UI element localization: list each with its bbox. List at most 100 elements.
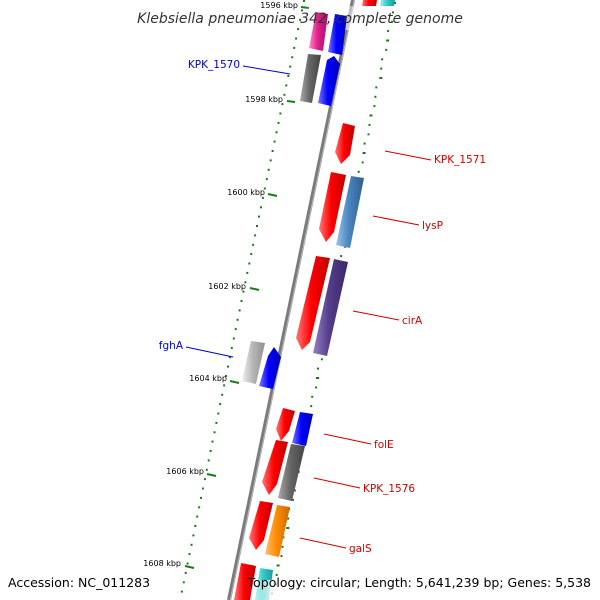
gc-track-dot xyxy=(379,77,383,79)
minor-tick-dot xyxy=(236,318,239,321)
minor-tick-dot xyxy=(248,262,251,265)
gc-track-dot xyxy=(340,255,343,258)
minor-tick-dot xyxy=(227,365,229,368)
minor-tick-dot xyxy=(301,9,303,12)
gene-label-fghA[interactable]: fghA xyxy=(159,340,184,352)
gc-track-dot xyxy=(363,142,366,145)
minor-tick-dot xyxy=(228,356,231,359)
minor-tick-dot xyxy=(234,328,237,331)
minor-tick-dot xyxy=(259,206,262,209)
label-line-galS xyxy=(299,537,347,549)
label-line-folE xyxy=(323,433,372,445)
gene-feature-steelblue-lysP xyxy=(336,176,364,248)
label-line-lysP xyxy=(372,215,420,226)
minor-tick-dot xyxy=(275,131,278,134)
gc-track-dot xyxy=(374,95,377,98)
minor-tick-dot xyxy=(188,553,191,556)
minor-tick-dot xyxy=(250,253,253,256)
tick-label: 1608 kbp xyxy=(143,559,181,568)
gene-label-lysP[interactable]: lysP xyxy=(422,220,443,232)
minor-tick-dot xyxy=(252,243,255,246)
minor-tick-dot xyxy=(261,196,264,199)
minor-tick-dot xyxy=(269,159,272,162)
gene-feature-red xyxy=(319,172,346,242)
gene-feature-blue-kpk1570 xyxy=(318,56,340,106)
gene-label-cirA[interactable]: cirA xyxy=(402,315,423,327)
gc-track-dot xyxy=(362,152,366,154)
gene-feature-red-kpk1571 xyxy=(335,123,355,164)
label-line-kpk1576 xyxy=(313,477,361,489)
gc-track-dot xyxy=(311,395,314,398)
gene-label-kpk1576[interactable]: KPK_1576 xyxy=(363,483,415,495)
gc-track-dot xyxy=(386,39,390,42)
minor-tick-dot xyxy=(201,487,204,490)
map-title: Klebsiella pneumoniae 342, complete geno… xyxy=(137,11,463,27)
gc-track-dot xyxy=(275,573,278,576)
gene-feature-blue xyxy=(328,14,347,55)
gc-track-dot xyxy=(357,170,360,173)
gc-track-dot xyxy=(315,386,318,389)
gc-track-dot xyxy=(282,536,285,539)
accession-text: Accession: NC_011283 xyxy=(8,575,150,590)
footer-fade xyxy=(250,580,290,600)
minor-tick-dot xyxy=(277,121,280,124)
minor-tick-dot xyxy=(200,496,202,499)
gc-track-dot xyxy=(392,11,394,14)
gc-track-dot xyxy=(387,30,390,33)
minor-tick-dot xyxy=(221,393,224,396)
minor-tick-dot xyxy=(295,37,298,40)
gc-track-dot xyxy=(369,114,373,117)
minor-tick-dot xyxy=(203,478,206,481)
gene-label-lines xyxy=(185,65,432,549)
minor-tick-dot xyxy=(256,225,258,227)
minor-tick-dot xyxy=(242,290,245,293)
label-line-cirA xyxy=(352,310,400,321)
gene-features xyxy=(234,0,395,600)
minor-tick-dot xyxy=(192,534,195,537)
minor-tick-dot xyxy=(207,459,210,462)
gene-label-kpk1571[interactable]: KPK_1571 xyxy=(434,154,486,166)
gc-track-dot xyxy=(361,161,364,164)
gc-track-dot xyxy=(287,517,290,520)
gene-feature-grey xyxy=(300,54,321,103)
minor-tick-dot xyxy=(291,56,294,59)
gc-track-dot xyxy=(373,105,376,108)
gc-track-dot xyxy=(286,527,290,529)
minor-tick-dot xyxy=(215,421,218,424)
minor-tick-dot xyxy=(285,84,288,87)
minor-tick-dot xyxy=(186,562,189,565)
gene-label-galS[interactable]: galS xyxy=(349,543,372,555)
gc-track-dot xyxy=(367,133,370,136)
minor-tick-dot xyxy=(184,571,187,574)
gc-track-dot xyxy=(317,367,319,370)
minor-tick-dot xyxy=(273,140,276,143)
label-line-fghA xyxy=(185,346,234,358)
gene-feature-magenta xyxy=(309,12,328,51)
gc-track-dot xyxy=(316,377,319,379)
gc-track-dot xyxy=(380,67,383,70)
minor-tick-dot xyxy=(217,412,220,415)
gene-feature-cyan xyxy=(380,0,395,6)
gene-feature-red-kpk1576 xyxy=(262,440,288,495)
minor-tick-dot xyxy=(194,525,197,527)
gene-label-folE[interactable]: folE xyxy=(374,439,394,451)
tick-label: 1604 kbp xyxy=(189,374,227,383)
tick-mark-1604 xyxy=(229,380,240,384)
minor-tick-dot xyxy=(225,375,227,377)
minor-tick-dot xyxy=(297,28,300,31)
gene-feature-grey xyxy=(278,444,305,501)
gene-feature-blue-folE xyxy=(292,412,313,446)
minor-tick-dot xyxy=(213,431,216,434)
gene-label-kpk1570[interactable]: KPK_1570 xyxy=(188,59,240,71)
minor-tick-dot xyxy=(303,0,305,2)
tick-label: 1596 kbp xyxy=(260,1,298,10)
gene-feature-red xyxy=(276,408,295,441)
minor-tick-dot xyxy=(258,215,260,218)
gene-labels: KPK_1570 KPK_1571 lysP cirA fghA folE KP… xyxy=(159,59,486,555)
gc-track-dot xyxy=(385,48,388,51)
minor-tick-dot xyxy=(299,18,302,21)
minor-tick-dot xyxy=(263,187,266,190)
gc-track-dot xyxy=(310,405,313,408)
gc-track-dot xyxy=(391,20,394,23)
